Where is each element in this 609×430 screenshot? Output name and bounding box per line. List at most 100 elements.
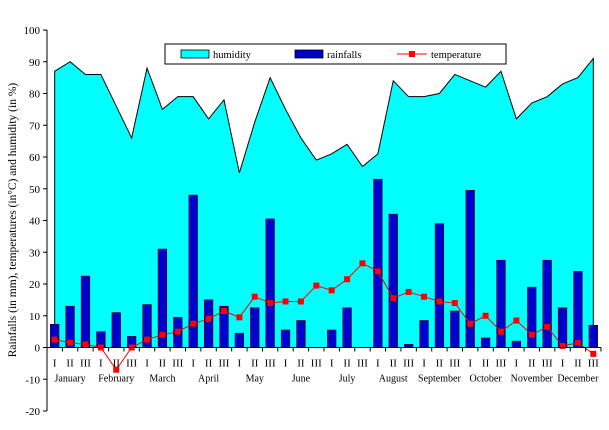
temperature-marker <box>574 339 581 346</box>
temperature-marker <box>559 342 566 349</box>
decade-tick-label: III <box>403 358 414 370</box>
decade-tick-label: I <box>191 358 195 370</box>
decade-tick-label: I <box>99 358 103 370</box>
temperature-marker <box>51 336 58 343</box>
y-tick-label: 0 <box>35 343 41 355</box>
rainfall-bar <box>265 218 275 348</box>
temperature-marker <box>497 328 504 335</box>
rainfall-bar <box>511 340 521 348</box>
temperature-marker <box>159 331 166 338</box>
temperature-marker <box>82 341 89 348</box>
temperature-marker <box>220 307 227 314</box>
decade-tick-label: I <box>376 358 380 370</box>
rainfall-bar <box>573 270 583 348</box>
temperature-line-layer <box>51 260 597 373</box>
legend-label-humidity: humidity <box>213 50 252 61</box>
temperature-marker <box>297 298 304 305</box>
decade-tick-label: II <box>436 358 444 370</box>
decade-tick-label: I <box>284 358 288 370</box>
y-tick-label: 70 <box>29 120 41 132</box>
decade-tick-label: I <box>515 358 519 370</box>
month-label: December <box>557 374 599 385</box>
decade-tick-label: II <box>528 358 536 370</box>
temperature-marker <box>144 336 151 343</box>
temperature-marker <box>482 312 489 319</box>
rainfall-bar <box>250 307 260 348</box>
month-label: April <box>198 374 219 385</box>
decade-tick-label: II <box>205 358 213 370</box>
decade-tick-label: III <box>311 358 322 370</box>
temperature-marker <box>174 328 181 335</box>
decade-tick-label: II <box>159 358 167 370</box>
y-tick-label: 20 <box>29 279 41 291</box>
y-tick-label: 80 <box>29 89 41 101</box>
temperature-marker <box>67 339 74 346</box>
temperature-marker <box>313 282 320 289</box>
decade-tick-label: II <box>66 358 74 370</box>
temperature-marker <box>528 331 535 338</box>
temperature-marker <box>405 288 412 295</box>
humidity-area-layer <box>54 57 594 348</box>
temperature-marker <box>421 293 428 300</box>
legend-swatch-rainfalls <box>294 49 324 59</box>
temperature-marker <box>436 298 443 305</box>
month-label: September <box>418 374 461 385</box>
y-tick-label: 10 <box>29 311 41 323</box>
rainfall-bar <box>327 329 337 348</box>
temperature-marker <box>251 293 258 300</box>
decade-tick-label: III <box>126 358 137 370</box>
decade-tick-label: I <box>468 358 472 370</box>
month-label: February <box>98 374 134 385</box>
decade-tick-label: III <box>542 358 553 370</box>
temperature-marker <box>390 295 397 302</box>
temperature-marker <box>544 323 551 330</box>
y-tick-label: 90 <box>29 57 41 69</box>
temperature-marker <box>113 366 120 373</box>
rainfall-bar <box>234 332 244 348</box>
rainfall-bar <box>419 320 429 348</box>
rainfall-bar <box>50 324 60 348</box>
y-tick-label: 40 <box>29 216 41 228</box>
legend: humidity rainfalls temperature <box>164 43 507 65</box>
rainfall-bar <box>480 337 491 348</box>
month-label: October <box>469 374 502 385</box>
month-label: August <box>379 374 408 385</box>
temperature-marker <box>190 320 197 327</box>
temperature-marker <box>236 314 243 321</box>
decade-tick-label: III <box>218 358 229 370</box>
rainfall-bar <box>588 324 598 348</box>
y-tick-label: 60 <box>29 152 41 164</box>
rainfall-bar <box>388 213 398 348</box>
legend-swatch-temperature-marker <box>409 51 415 57</box>
rainfall-bar <box>342 307 352 348</box>
decade-tick-label: I <box>330 358 334 370</box>
y-tick-label: 30 <box>29 247 41 259</box>
decade-tick-label: II <box>113 358 121 370</box>
rainfall-bar <box>111 312 121 348</box>
month-label: June <box>292 374 311 385</box>
temperature-marker <box>344 276 351 283</box>
legend-swatch-humidity <box>180 49 210 59</box>
decade-tick-label: II <box>251 358 259 370</box>
month-label: November <box>511 374 554 385</box>
rainfall-bar <box>434 223 445 348</box>
temperature-marker <box>328 287 335 294</box>
rainfall-bar <box>373 178 383 348</box>
month-label: January <box>55 374 86 385</box>
y-tick-label: -10 <box>25 374 40 386</box>
decade-tick-label: III <box>172 358 183 370</box>
rainfall-bar <box>203 299 214 348</box>
decade-tick-label: III <box>495 358 506 370</box>
decade-tick-label: I <box>561 358 565 370</box>
temperature-marker <box>467 320 474 327</box>
decade-tick-label: II <box>297 358 305 370</box>
y-tick-label: 100 <box>24 25 41 37</box>
month-label: July <box>339 374 356 385</box>
temperature-marker <box>374 268 381 275</box>
decade-tick-label: II <box>482 358 490 370</box>
temperature-marker <box>205 315 212 322</box>
rainfall-bar <box>296 320 306 348</box>
rainfall-bar <box>527 286 537 348</box>
